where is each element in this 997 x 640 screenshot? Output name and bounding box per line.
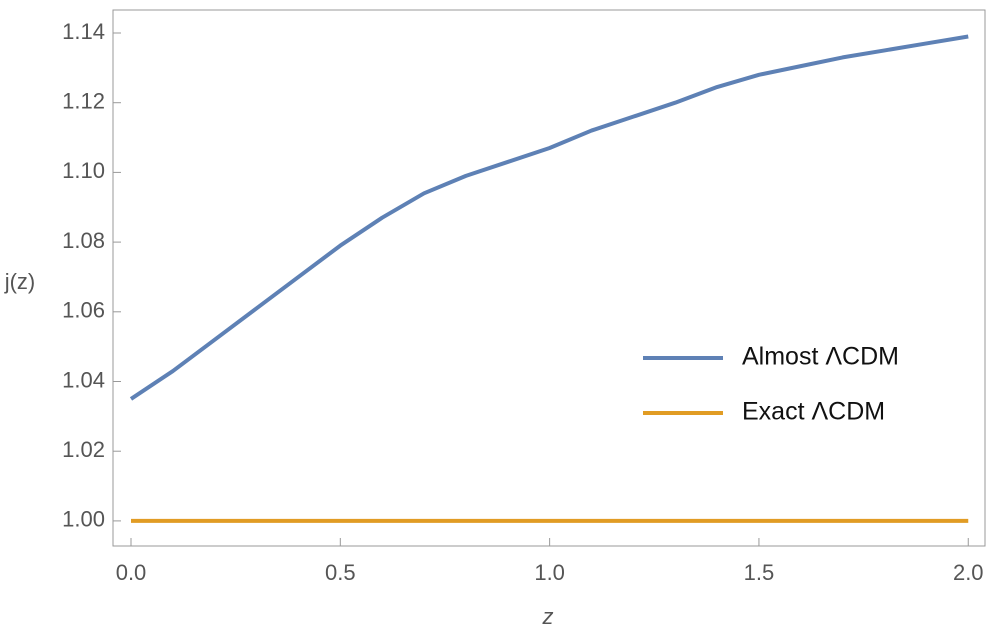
x-tick-label: 1.0 [534,560,565,585]
x-tick-label: 0.5 [325,560,356,585]
series-line [129,34,969,401]
x-tick-label: 0.0 [116,560,147,585]
y-tick-label: 1.06 [62,298,105,323]
y-tick-label: 1.00 [62,507,105,532]
y-tick-label: 1.04 [62,367,105,392]
x-axis-label: z [542,604,554,629]
y-axis-label: j(z) [4,269,36,294]
y-tick-label: 1.08 [62,228,105,253]
y-tick-label: 1.10 [62,158,105,183]
y-tick-label: 1.14 [62,19,105,44]
legend-label: Exact ΛCDM [742,398,885,426]
x-tick-label: 2.0 [953,560,984,585]
y-tick-label: 1.02 [62,437,105,462]
legend-label: Almost ΛCDM [742,343,899,371]
x-tick-label: 1.5 [744,560,775,585]
y-tick-label: 1.12 [62,89,105,114]
plot-frame [112,9,986,547]
